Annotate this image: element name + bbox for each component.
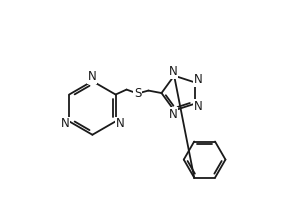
Text: S: S	[134, 87, 141, 100]
Text: N: N	[168, 108, 177, 121]
Text: N: N	[194, 73, 203, 86]
Text: N: N	[88, 70, 97, 83]
Text: N: N	[116, 117, 124, 130]
Text: N: N	[168, 65, 177, 78]
Text: N: N	[61, 117, 69, 130]
Text: N: N	[194, 100, 203, 113]
